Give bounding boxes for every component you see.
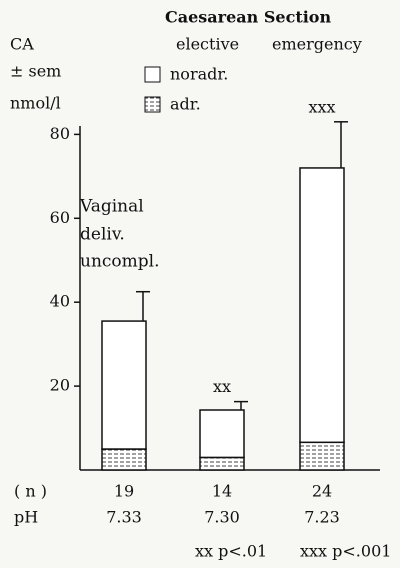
y-tick-label: 60 [50,208,70,227]
row-value: 14 [212,482,232,501]
significance: xx [213,377,231,396]
legend-swatch [144,96,161,113]
row-label: ( n ) [14,482,47,501]
row-value: 7.33 [106,508,142,527]
y-tick-label: 80 [50,124,70,143]
bar-segment [101,448,147,471]
y-tick-label: 20 [50,376,70,395]
bar-segment [199,409,245,459]
y-tick-label: 40 [50,292,70,311]
footnote: xx p<.01 [195,542,267,561]
legend-label: noradr. [170,65,228,84]
annotation: Vaginal [79,197,144,217]
row-value: 24 [312,482,332,501]
footnote: xxx p<.001 [300,542,391,561]
header-group: elective [176,35,239,54]
bar-segment [199,456,245,471]
y-label: ± sem [10,62,61,81]
header-title: Caesarean Section [165,8,331,27]
significance: xxx [308,97,335,116]
annotation: uncompl. [80,252,160,272]
row-value: 19 [114,482,134,501]
legend-swatch [144,66,161,83]
row-value: 7.30 [204,508,240,527]
bar-segment [299,167,345,444]
bar-segment [299,441,345,471]
row-value: 7.23 [304,508,340,527]
bar-segment [101,320,147,450]
row-label: pH [14,508,38,527]
header-group: emergency [272,35,362,54]
annotation: deliv. [80,225,125,245]
y-label: CA [10,35,34,54]
legend-label: adr. [170,95,201,114]
y-label: nmol/l [10,94,61,113]
